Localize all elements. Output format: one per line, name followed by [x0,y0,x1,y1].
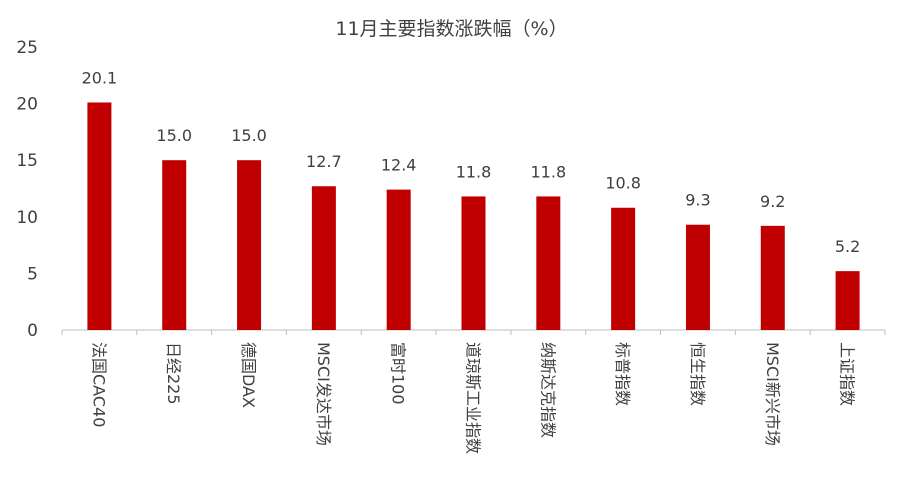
data-label: 11.8 [456,162,492,181]
data-label: 15.0 [156,126,192,145]
category-label: 日经225 [164,342,183,405]
data-label: 12.7 [306,152,342,171]
data-label: 9.2 [760,192,785,211]
data-label: 20.1 [82,68,118,87]
category-label: MSCI发达市场 [314,342,333,446]
category-label: 恒生指数 [688,342,707,406]
data-label: 10.8 [605,174,641,193]
data-label: 9.3 [685,191,710,210]
bar [386,189,411,330]
bar [237,160,262,330]
category-label: 上证指数 [838,342,857,406]
data-label: 5.2 [835,237,860,256]
y-tick-label: 0 [27,321,38,341]
data-label: 12.4 [381,156,417,175]
category-label: 法国CAC40 [89,342,108,427]
y-tick-label: 5 [27,264,38,284]
category-label: 道琼斯工业指数 [464,342,483,454]
data-label: 15.0 [231,126,267,145]
bar [685,224,710,330]
bar [536,196,561,330]
chart-title: 11月主要指数涨跌幅（%） [335,18,568,40]
y-tick-label: 10 [16,208,38,228]
bar [835,271,860,330]
y-tick-label: 15 [16,151,38,171]
bar [311,186,336,330]
bar [461,196,486,330]
bar [760,225,785,330]
data-label: 11.8 [531,162,567,181]
y-tick-label: 20 [16,95,38,115]
category-label: 纳斯达克指数 [538,342,557,438]
bar [611,207,636,330]
bar [162,160,187,330]
y-tick-label: 25 [16,38,38,58]
category-label: 德国DAX [239,342,258,408]
category-label: 标普指数 [613,342,632,406]
category-label: 富时100 [389,342,408,405]
bar [87,102,112,330]
category-label: MSCI新兴市场 [763,342,782,446]
